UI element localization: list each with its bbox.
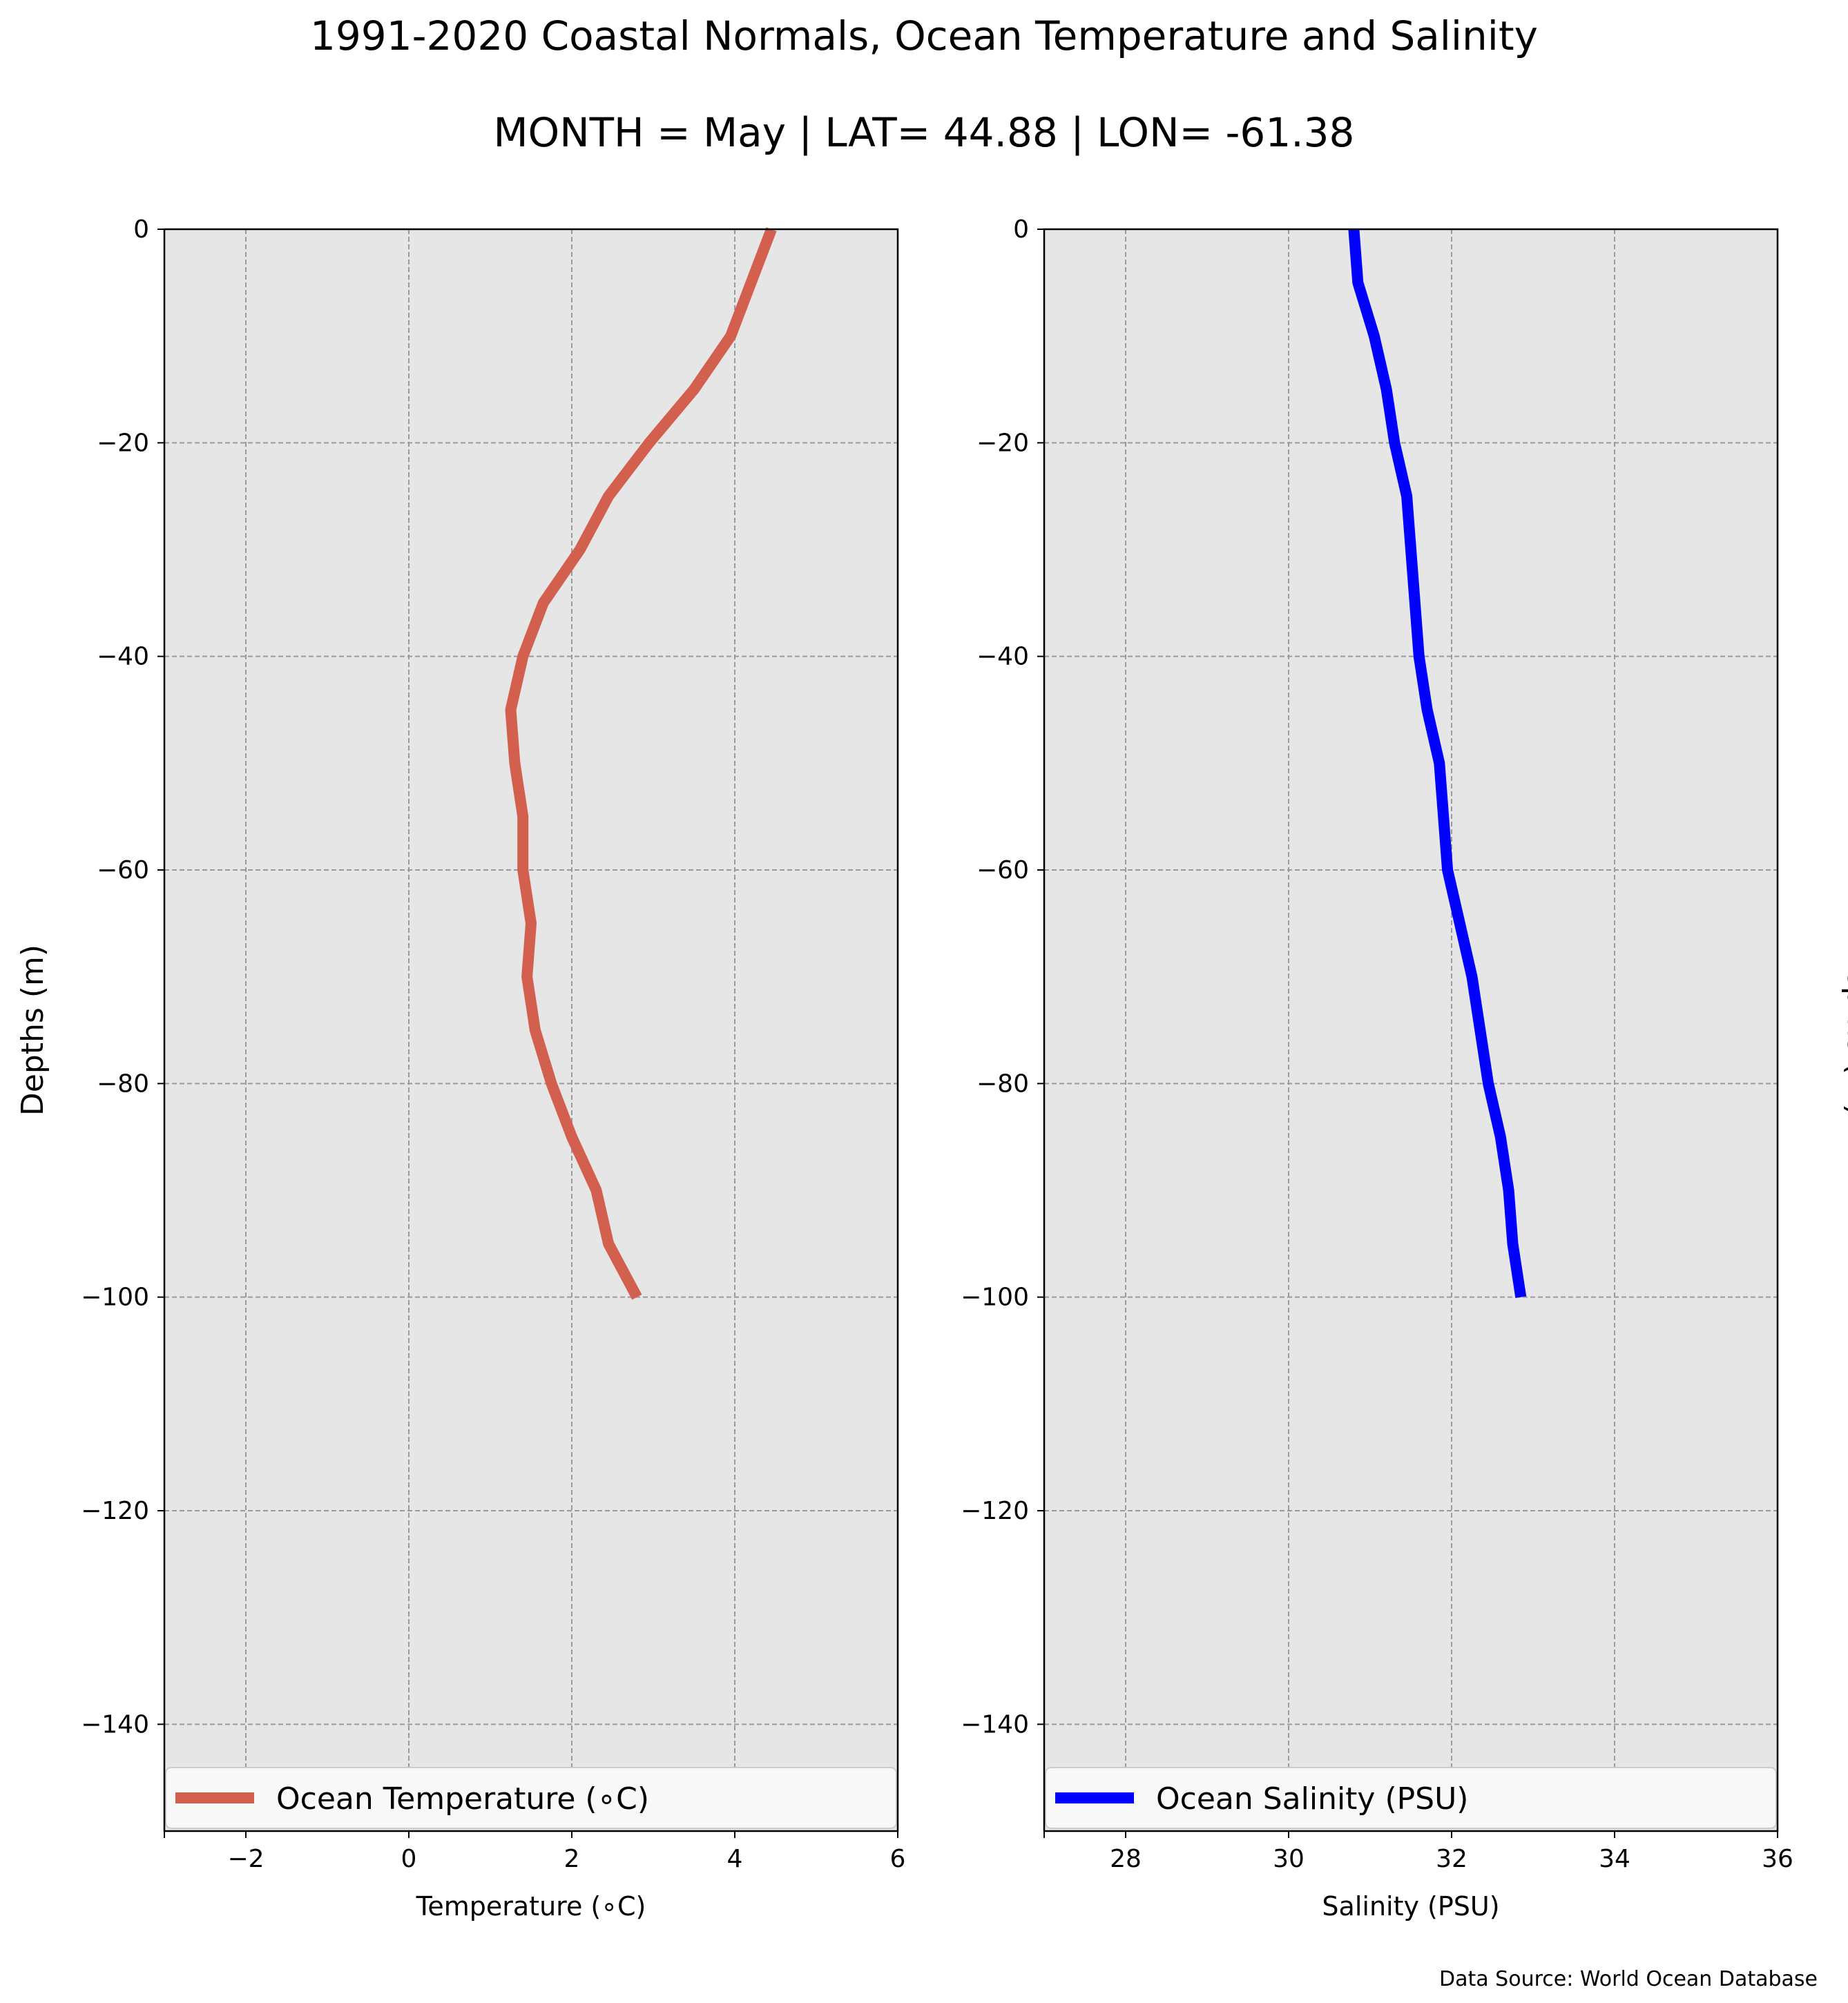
- temperature-x-tick-label-3: 4: [727, 1845, 743, 1873]
- figure-subtitle: MONTH = May | LAT= 44.88 | LON= -61.38: [494, 109, 1355, 156]
- temperature-series-line-0: [505, 227, 777, 1300]
- temperature-x-tick-label-2: 2: [564, 1845, 580, 1873]
- temperature-legend-label-0: Ocean Temperature (∘C): [276, 1781, 649, 1817]
- salinity-y-tick-label-7: −140: [961, 1710, 1029, 1739]
- temperature-legend-box: [165, 1767, 897, 1829]
- salinity-series-line-0: [1348, 229, 1527, 1298]
- temperature-y-tick-label-5: −100: [81, 1284, 149, 1312]
- data-source-note: Data Source: World Ocean Database: [1439, 1967, 1818, 1991]
- temperature-y-axis-label: Depths (m): [15, 945, 50, 1116]
- salinity-y-tick-label-4: −80: [976, 1070, 1029, 1098]
- temperature-y-tick-label-1: −20: [97, 429, 149, 457]
- temperature-y-tick-label-7: −140: [81, 1710, 149, 1739]
- temperature-y-tick-label-6: −120: [81, 1497, 149, 1525]
- salinity-y-tick-label-6: −120: [961, 1497, 1029, 1525]
- temperature-profile-chart: Ocean Temperature (∘C)−2 0 2 4 60−20−40−60−8…: [15, 215, 905, 1922]
- salinity-x-tick-label-4: 36: [1762, 1845, 1793, 1873]
- temperature-x-tick-label-1: 0: [401, 1845, 417, 1873]
- salinity-y-tick-label-2: −40: [976, 643, 1029, 671]
- temperature-y-tick-label-0: 0: [133, 215, 149, 244]
- salinity-plot-background: [1044, 229, 1778, 1831]
- salinity-y-tick-label-1: −20: [976, 429, 1029, 457]
- salinity-y-tick-label-3: −60: [976, 856, 1029, 884]
- salinity-x-tick-label-2: 32: [1436, 1845, 1467, 1873]
- temperature-axes-frame: [163, 228, 899, 1832]
- salinity-x-tick-label-3: 34: [1599, 1845, 1630, 1873]
- temperature-y-tick-label-4: −80: [97, 1070, 149, 1098]
- temperature-x-axis-label: Temperature (∘C): [416, 1891, 646, 1922]
- temperature-x-tick-label-0: −2: [227, 1845, 264, 1873]
- temperature-x-tick-label-4: 6: [890, 1845, 906, 1873]
- salinity-profile-chart: Ocean Salinity (PSU) 28 30 32 34 36 0 −20 −40 −60…: [961, 215, 1848, 1922]
- salinity-y-tick-label-5: −100: [961, 1284, 1029, 1312]
- salinity-x-tick-label-1: 30: [1273, 1845, 1305, 1873]
- temperature-y-tick-label-3: −60: [97, 856, 149, 884]
- salinity-y-axis-label: Depths (m): [1840, 945, 1848, 1116]
- salinity-axes-frame: [1043, 228, 1779, 1832]
- salinity-x-axis-label: Salinity (PSU): [1322, 1891, 1499, 1922]
- salinity-legend-label-0: Ocean Salinity (PSU): [1156, 1781, 1468, 1817]
- figure-title: 1991-2020 Coastal Normals, Ocean Tempera…: [310, 12, 1538, 59]
- salinity-y-tick-label-0: 0: [1013, 215, 1029, 244]
- salinity-legend-box: [1045, 1767, 1777, 1829]
- temperature-y-tick-label-2: −40: [97, 643, 149, 671]
- salinity-x-tick-label-0: 28: [1110, 1845, 1142, 1873]
